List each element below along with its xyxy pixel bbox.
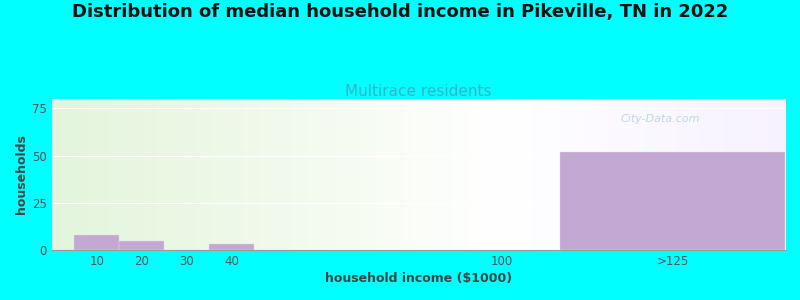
Bar <box>74 235 119 250</box>
X-axis label: household income ($1000): household income ($1000) <box>325 272 512 285</box>
Bar <box>119 241 164 250</box>
Bar <box>560 152 785 250</box>
Text: Distribution of median household income in Pikeville, TN in 2022: Distribution of median household income … <box>72 3 728 21</box>
Y-axis label: households: households <box>15 134 28 214</box>
Title: Multirace residents: Multirace residents <box>346 84 492 99</box>
Bar <box>210 244 254 250</box>
Text: City-Data.com: City-Data.com <box>621 114 700 124</box>
